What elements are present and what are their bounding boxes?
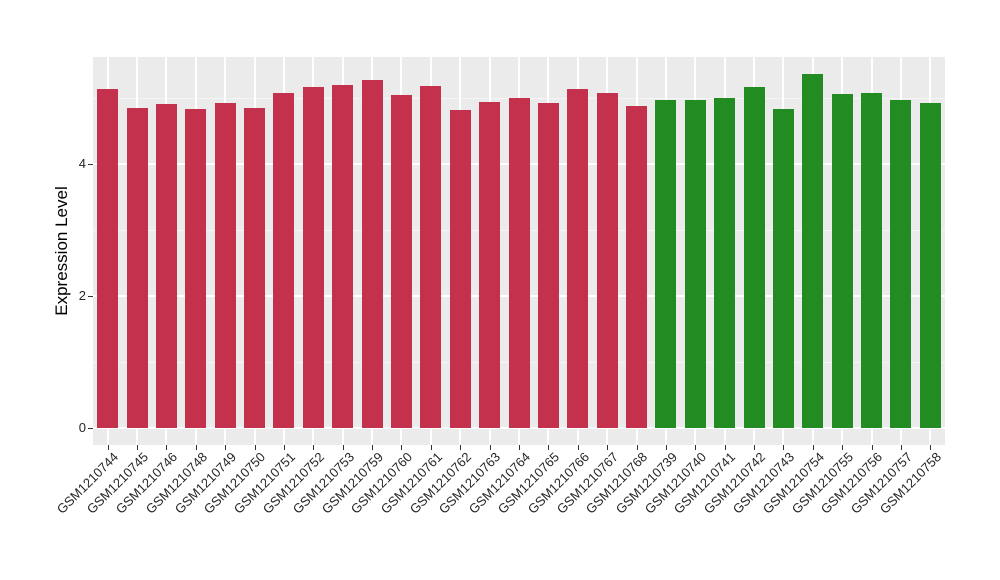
bar-GSM1210755 — [831, 94, 853, 428]
x-tick-mark — [695, 445, 697, 450]
x-tick-mark — [342, 445, 344, 450]
bar-GSM1210741 — [714, 98, 736, 428]
bar-GSM1210745 — [126, 107, 148, 428]
x-tick-mark — [665, 445, 667, 450]
bar-GSM1210744 — [97, 89, 119, 428]
x-tick-mark — [489, 445, 491, 450]
x-tick-mark — [254, 445, 256, 450]
y-tick-mark — [88, 164, 93, 165]
x-tick-mark — [930, 445, 932, 450]
bar-GSM1210764 — [508, 98, 530, 428]
bar-GSM1210766 — [567, 89, 589, 428]
bar-GSM1210751 — [273, 93, 295, 428]
x-tick-mark — [195, 445, 197, 450]
x-tick-mark — [313, 445, 315, 450]
bar-GSM1210743 — [772, 109, 794, 428]
x-tick-mark — [107, 445, 109, 450]
y-tick-label: 2 — [78, 288, 86, 303]
bar-GSM1210752 — [302, 87, 324, 428]
bar-GSM1210748 — [185, 109, 207, 428]
y-tick-mark — [88, 428, 93, 429]
bar-GSM1210739 — [655, 99, 677, 428]
x-tick-mark — [783, 445, 785, 450]
bar-GSM1210760 — [390, 95, 412, 428]
x-tick-mark — [636, 445, 638, 450]
bar-GSM1210762 — [449, 109, 471, 428]
y-tick-label: 4 — [78, 156, 86, 171]
bar-GSM1210757 — [890, 99, 912, 428]
x-tick-mark — [842, 445, 844, 450]
y-tick-label: 0 — [78, 420, 86, 435]
x-tick-mark — [900, 445, 902, 450]
x-tick-mark — [577, 445, 579, 450]
x-tick-mark — [754, 445, 756, 450]
x-tick-mark — [724, 445, 726, 450]
bar-GSM1210754 — [802, 74, 824, 428]
x-tick-mark — [812, 445, 814, 450]
x-tick-mark — [871, 445, 873, 450]
x-tick-mark — [607, 445, 609, 450]
bar-GSM1210767 — [596, 92, 618, 428]
bar-GSM1210765 — [537, 103, 559, 428]
bar-GSM1210768 — [626, 105, 648, 428]
x-tick-mark — [430, 445, 432, 450]
bar-GSM1210740 — [684, 99, 706, 428]
x-tick-mark — [283, 445, 285, 450]
bar-GSM1210750 — [244, 107, 266, 428]
x-tick-mark — [460, 445, 462, 450]
bar-GSM1210763 — [479, 101, 501, 428]
x-tick-mark — [137, 445, 139, 450]
bar-GSM1210759 — [361, 80, 383, 428]
plot-area — [93, 57, 945, 445]
x-tick-mark — [372, 445, 374, 450]
bar-GSM1210746 — [155, 103, 177, 428]
bar-GSM1210756 — [861, 93, 883, 428]
y-tick-mark — [88, 296, 93, 297]
bar-GSM1210761 — [420, 86, 442, 428]
bar-GSM1210749 — [214, 102, 236, 428]
x-tick-mark — [225, 445, 227, 450]
bar-GSM1210758 — [919, 102, 941, 428]
x-tick-mark — [401, 445, 403, 450]
bar-GSM1210753 — [332, 84, 354, 428]
x-tick-mark — [548, 445, 550, 450]
bar-GSM1210742 — [743, 86, 765, 428]
x-tick-mark — [519, 445, 520, 450]
x-tick-mark — [166, 445, 168, 450]
